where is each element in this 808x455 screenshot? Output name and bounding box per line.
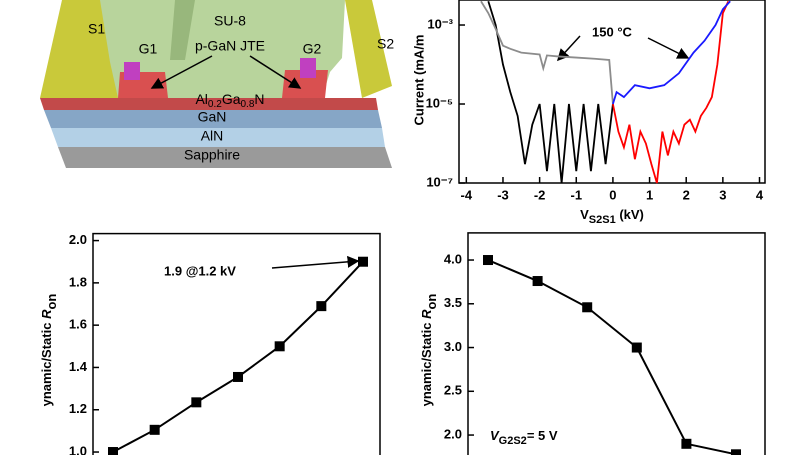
annotation-arrow [647, 37, 690, 59]
y-tick-label: 1.4 [69, 359, 88, 374]
gate-right [300, 58, 316, 78]
y-tick-label: 1.2 [69, 401, 87, 416]
data-line [612, 0, 731, 105]
y-tick-label: 3.5 [444, 295, 462, 310]
x-tick-label: -3 [497, 187, 509, 202]
plot-frame [458, 0, 766, 184]
jte-label: p-GaN JTE [195, 38, 265, 54]
y-axis-label: Current (mA/m [411, 34, 426, 125]
jte-right [282, 70, 328, 98]
algan-layer [40, 98, 378, 110]
gan-label: GaN [198, 109, 227, 125]
g1-label: G1 [139, 41, 158, 57]
gan-layer [44, 110, 382, 128]
y-tick-label: 10⁻⁷ [426, 174, 453, 189]
data-marker [108, 447, 118, 455]
s2-electrode [345, 0, 392, 98]
data-marker [358, 256, 368, 267]
jte-arrow [150, 55, 213, 89]
jte-arrow [249, 55, 302, 89]
y-tick-label: 1.8 [69, 274, 87, 289]
y-tick-label: 2.0 [444, 426, 462, 441]
data-marker [631, 342, 642, 353]
data-line [112, 261, 364, 453]
charts: Current (mA/m VS2S1 (kV) 150 °C ynamic/S… [39, 0, 766, 455]
annotation-arrow [271, 255, 360, 269]
x-tick-label: -2 [534, 187, 546, 202]
y-axis-label: ynamic/Static Ron [39, 294, 59, 407]
data-marker [731, 449, 741, 455]
y-tick-label: 4.0 [444, 251, 462, 266]
x-tick-label: 2 [683, 187, 690, 202]
data-line [487, 0, 614, 184]
plot-frame [467, 232, 766, 455]
aln-label: AlN [201, 128, 224, 144]
y-tick-label: 10⁻⁵ [426, 95, 453, 110]
x-tick-label: 0 [609, 187, 616, 202]
annotation: 150 °C [592, 24, 633, 39]
y-tick-label: 10⁻³ [427, 16, 453, 31]
y-tick-label: 1.0 [69, 443, 87, 455]
data-line [480, 0, 614, 105]
y-tick-label: 1.6 [69, 317, 87, 332]
y-tick-label: 2.0 [69, 232, 87, 247]
x-tick-label: 4 [756, 187, 764, 202]
s2-label: S2 [377, 36, 394, 52]
su8-label: SU-8 [214, 13, 246, 29]
data-marker [149, 424, 160, 435]
data-marker [233, 371, 243, 382]
data-marker [316, 301, 327, 312]
aln-layer [51, 128, 385, 147]
s1-label: S1 [88, 21, 105, 37]
g2-label: G2 [303, 41, 322, 57]
x-tick-label: 3 [719, 187, 726, 202]
data-marker [582, 302, 593, 313]
sapphire-label: Sapphire [184, 147, 240, 163]
y-tick-label: 2.5 [444, 383, 462, 398]
y-tick-label: 3.0 [444, 339, 462, 354]
y-axis-label: ynamic/Static Ron [419, 294, 439, 407]
annotation: 1.9 @1.2 kV [164, 263, 236, 278]
data-line [487, 259, 737, 455]
plot-frame [92, 232, 381, 455]
gate-left [124, 62, 140, 80]
x-tick-label: -4 [461, 187, 473, 202]
data-marker [483, 255, 493, 266]
algan-label: Al0.2Ga0.8N [195, 91, 264, 110]
data-marker [274, 341, 285, 352]
device-schematic: S1 S2 G1 G2 SU-8 p-GaN JTE Al0.2Ga0.8N G… [40, 0, 394, 168]
x-tick-label: -1 [570, 187, 582, 202]
annotation: VG2S2= 5 V [490, 428, 558, 446]
data-marker [532, 276, 543, 287]
data-line [612, 0, 730, 184]
su8-step [170, 0, 195, 60]
x-axis-label: VS2S1 (kV) [580, 207, 644, 225]
sapphire-layer [58, 147, 392, 168]
x-tick-label: 1 [646, 187, 653, 202]
data-marker [681, 438, 692, 449]
data-marker [191, 397, 202, 408]
